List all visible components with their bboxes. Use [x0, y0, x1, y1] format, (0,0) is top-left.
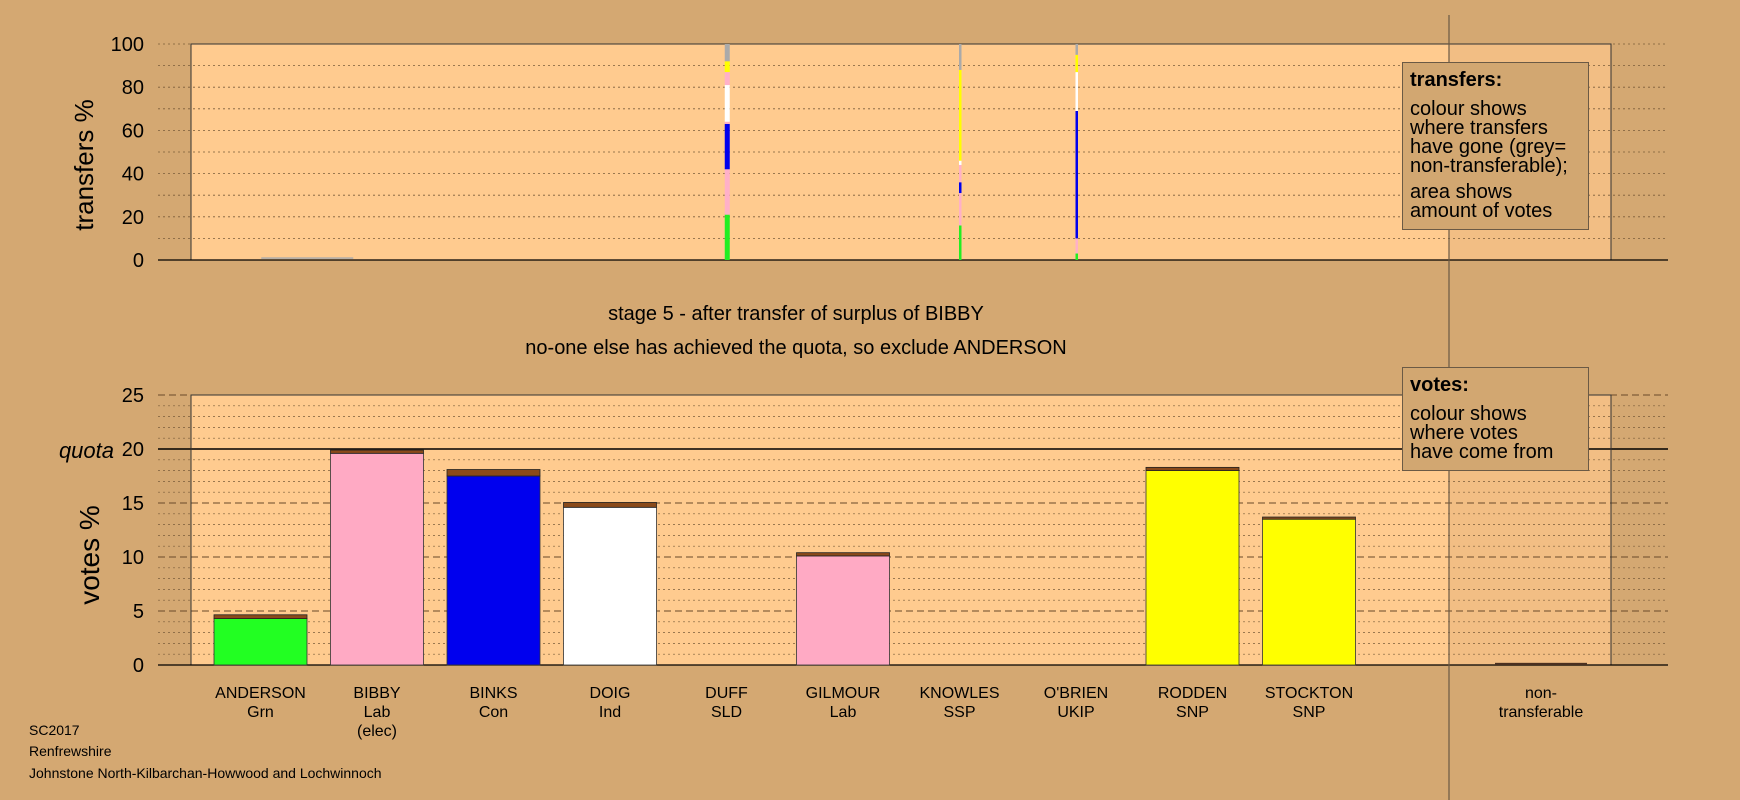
votes-y-tick-label: 5 — [133, 601, 144, 623]
candidate-name-label: RODDEN — [1158, 685, 1227, 702]
candidate-party-label: Ind — [599, 704, 621, 721]
votes-bar-first-pref — [796, 555, 890, 666]
footer-ward: Johnstone North-Kilbarchan-Howwood and L… — [29, 765, 382, 781]
transfers-legend: transfers: colour shows where transfers … — [1402, 62, 1589, 230]
candidate-name-label: ANDERSON — [215, 685, 306, 702]
candidate-name-label: DOIG — [590, 685, 631, 702]
votes-legend-title: votes: — [1410, 374, 1469, 396]
transfers-y-axis-label: transfers % — [69, 99, 99, 231]
candidate-name-label: KNOWLES — [919, 685, 999, 702]
transfers-legend-text-2: area shows amount of votes — [1410, 181, 1553, 222]
transfers-legend-title: transfers: — [1410, 69, 1503, 91]
nontransferable-label: transferable — [1499, 704, 1584, 721]
votes-y-tick-label: 25 — [122, 385, 144, 407]
candidate-party-label: SNP — [1293, 704, 1326, 721]
votes-bar-nontransferable — [1495, 662, 1587, 665]
candidate-note-label: (elec) — [357, 723, 397, 740]
transfers-bar-segment — [261, 257, 354, 259]
candidate-name-label: BIBBY — [353, 685, 400, 702]
transfers-bar-segment — [1075, 253, 1078, 260]
votes-bar-first-pref — [1262, 518, 1356, 666]
transfers-bar-segment — [724, 123, 730, 170]
stage-title: stage 5 - after transfer of surplus of B… — [608, 303, 984, 325]
votes-legend-text: colour shows where votes have come from — [1410, 403, 1554, 463]
transfers-bar-segment — [1075, 110, 1078, 239]
candidate-name-label: DUFF — [705, 685, 748, 702]
votes-panel: 0 5 10 15 20 25 ANDERSON Grn BIBBY Lab (elec) BINKS… — [122, 385, 1668, 740]
transfers-bar-segment — [724, 214, 730, 260]
transfers-y-tick-label: 0 — [133, 250, 144, 272]
votes-y-axis-label: votes % — [74, 505, 105, 605]
votes-bar-transfers — [213, 614, 308, 619]
candidate-party-label: Lab — [364, 704, 391, 721]
votes-bar-first-pref — [330, 452, 424, 666]
votes-y-tick-label: 15 — [122, 493, 144, 515]
transfers-bar-segment — [959, 225, 962, 260]
transfers-bar-segment — [1075, 44, 1078, 55]
transfers-bar-segment — [1075, 238, 1078, 254]
candidate-party-label: Con — [479, 704, 508, 721]
transfers-legend-text-1: colour shows where transfers have gone (… — [1410, 98, 1568, 177]
transfers-y-tick-label: 40 — [122, 164, 144, 186]
votes-bar-transfers — [446, 469, 541, 477]
candidate-party-label: SSP — [943, 704, 975, 721]
candidate-name-label: GILMOUR — [806, 685, 881, 702]
votes-y-tick-label: 20 — [122, 439, 144, 461]
votes-bar-transfers — [1262, 516, 1356, 520]
votes-legend: votes: colour shows where votes have com… — [1402, 367, 1589, 471]
footer-council: Renfrewshire — [29, 743, 112, 759]
votes-bar-transfers — [330, 449, 424, 454]
votes-bar-first-pref — [446, 475, 541, 666]
votes-bar-first-pref — [1145, 470, 1240, 666]
quota-label: quota — [59, 438, 114, 463]
transfers-bar-segment — [724, 121, 730, 124]
transfers-bar-segment — [724, 85, 730, 122]
votes-y-tick-label: 0 — [133, 655, 144, 677]
transfers-bar-segment — [724, 72, 730, 86]
candidate-party-label: Lab — [830, 704, 857, 721]
transfers-bar-segment — [959, 182, 962, 194]
transfers-bar-segment — [959, 69, 962, 161]
transfers-bar-segment — [959, 160, 962, 165]
votes-plot-area — [191, 395, 1611, 665]
votes-bar-transfers — [563, 502, 657, 508]
candidate-name-label: BINKS — [469, 685, 517, 702]
transfers-bar-segment — [1075, 72, 1078, 111]
transfers-bar-segment — [724, 169, 730, 215]
transfers-bar-segment — [724, 61, 730, 73]
transfers-bar-segment — [724, 44, 730, 62]
votes-y-tick-label: 10 — [122, 547, 144, 569]
votes-bar-transfers — [1145, 466, 1240, 471]
candidate-name-label: O'BRIEN — [1044, 685, 1108, 702]
stage-subtitle: no-one else has achieved the quota, so e… — [525, 337, 1066, 359]
candidate-party-label: UKIP — [1057, 704, 1094, 721]
transfers-bar-segment — [959, 164, 962, 183]
transfers-bar-segment — [959, 193, 962, 226]
candidate-party-label: Grn — [247, 704, 274, 721]
transfers-y-tick-label: 100 — [111, 34, 144, 56]
footer-election: SC2017 — [29, 722, 80, 738]
candidate-name-label: STOCKTON — [1265, 685, 1353, 702]
transfers-bar-segment — [959, 44, 962, 70]
nontransferable-label: non- — [1525, 685, 1557, 702]
votes-bar-first-pref — [213, 618, 308, 666]
transfers-bar-segment — [1075, 54, 1078, 73]
votes-bar-first-pref — [563, 506, 657, 666]
votes-bar-transfers — [796, 552, 890, 557]
transfers-y-tick-label: 60 — [122, 120, 144, 142]
transfers-y-tick-label: 80 — [122, 77, 144, 99]
transfers-y-tick-label: 20 — [122, 207, 144, 229]
candidate-party-label: SLD — [711, 704, 742, 721]
candidate-party-label: SNP — [1176, 704, 1209, 721]
